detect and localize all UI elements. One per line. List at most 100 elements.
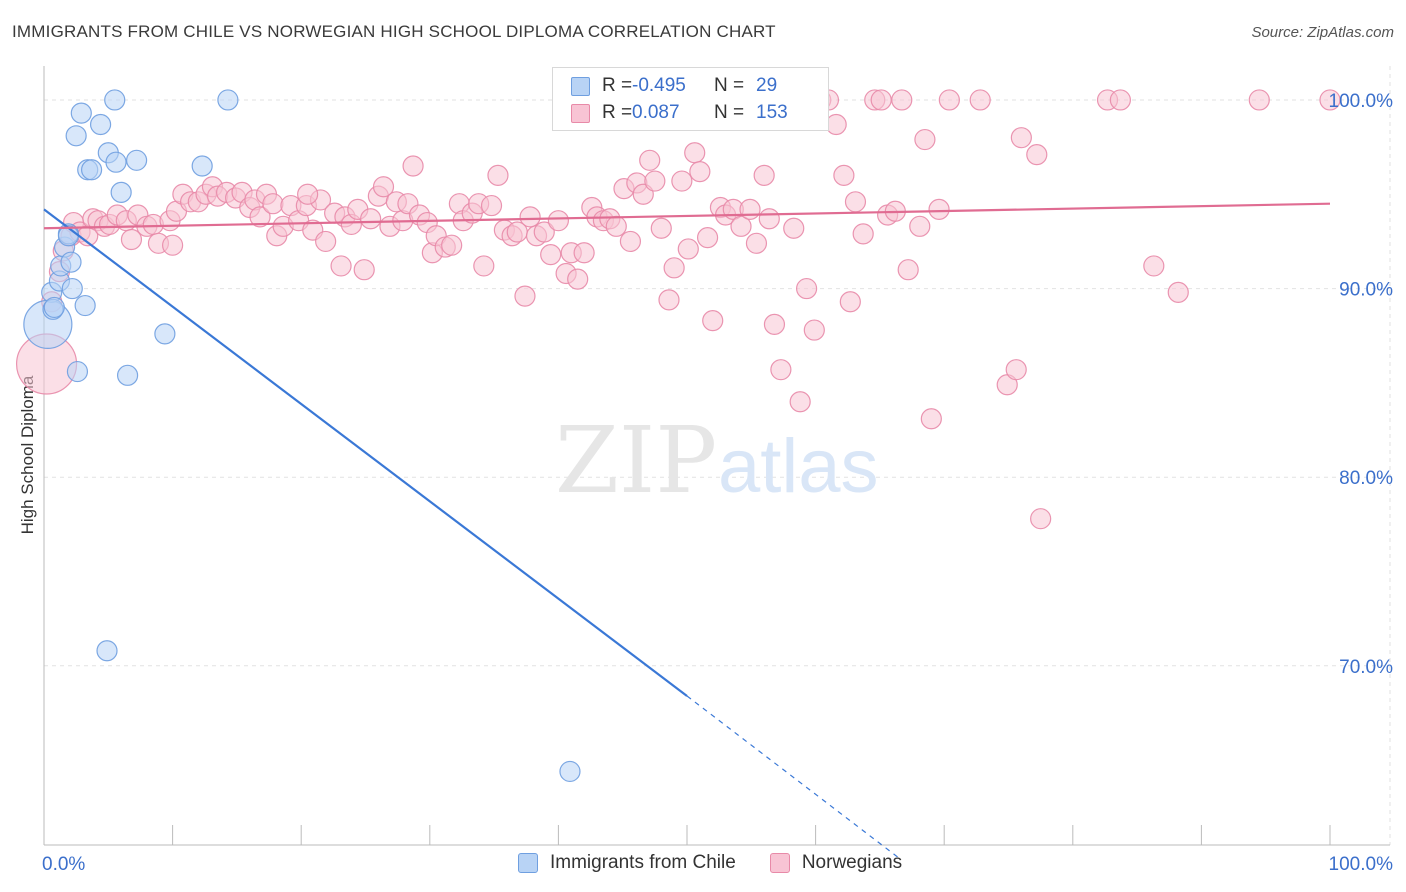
point-norwegians — [1030, 508, 1052, 530]
point-chile — [61, 277, 83, 300]
point-norwegians — [540, 244, 562, 266]
point-norwegians — [441, 234, 463, 256]
point-norwegians — [702, 310, 724, 332]
point-norwegians — [928, 198, 950, 220]
y-tick-label: 90.0% — [1339, 280, 1393, 301]
point-norwegians — [639, 149, 661, 171]
point-norwegians — [487, 164, 509, 186]
tick-labels: 100.0% 90.0% 80.0% 70.0% 0.0% 100.0% — [42, 91, 1393, 875]
point-chile — [43, 296, 65, 319]
point-norwegians — [519, 206, 541, 228]
legend-row-chile: R = -0.495 N = 29 — [571, 74, 777, 98]
point-norwegians — [402, 155, 424, 177]
point-norwegians — [353, 259, 375, 281]
legend-n-label: N = — [714, 75, 745, 96]
legend-n-value: 153 — [756, 102, 788, 123]
point-chile — [154, 323, 176, 345]
point-norwegians — [658, 289, 680, 311]
point-norwegians — [573, 242, 595, 264]
legend-r-value: 0.087 — [632, 102, 680, 123]
point-norwegians — [644, 170, 666, 192]
point-norwegians — [297, 183, 319, 205]
point-norwegians — [262, 193, 284, 215]
trend-line-chile-extension — [686, 695, 900, 859]
point-norwegians — [833, 164, 855, 186]
legend-item-norwegians: Norwegians — [769, 852, 903, 874]
y-tick-label: 70.0% — [1339, 657, 1393, 678]
legend-item-chile: Immigrants from Chile — [518, 852, 736, 874]
point-norwegians — [1167, 281, 1189, 303]
legend-swatch-norwegians — [769, 853, 790, 873]
legend-r-value: -0.495 — [632, 75, 686, 96]
point-norwegians — [1026, 144, 1048, 166]
point-norwegians — [730, 215, 752, 237]
point-norwegians — [663, 257, 685, 279]
legend-label-chile: Immigrants from Chile — [550, 852, 736, 873]
point-norwegians — [897, 259, 919, 281]
legend-swatch-norwegians — [571, 103, 590, 123]
point-chile — [96, 640, 118, 662]
point-norwegians — [689, 161, 711, 183]
point-norwegians — [650, 217, 672, 239]
point-norwegians — [514, 285, 536, 307]
point-norwegians — [684, 142, 706, 164]
point-chile — [125, 149, 148, 171]
point-norwegians — [745, 232, 768, 254]
data-points — [15, 89, 1341, 783]
point-norwegians — [891, 89, 913, 111]
trend-line-chile — [43, 208, 688, 697]
legend-r-label: R = — [602, 75, 633, 96]
point-norwegians — [914, 128, 936, 151]
axes — [43, 66, 1390, 846]
point-norwegians — [920, 408, 942, 430]
point-norwegians — [770, 359, 792, 381]
point-chile — [66, 360, 89, 383]
point-chile — [65, 125, 87, 147]
point-norwegians — [533, 221, 555, 243]
point-norwegians — [249, 206, 271, 228]
legend-label-norwegians: Norwegians — [801, 852, 903, 873]
point-norwegians — [547, 210, 570, 232]
point-chile — [116, 364, 139, 386]
point-chile — [104, 89, 126, 111]
watermark-zip: ZIP — [555, 407, 717, 514]
legend-row-norwegians: R = 0.087 N = 153 — [571, 101, 788, 125]
point-norwegians — [839, 291, 861, 313]
legend-swatch-chile — [518, 853, 538, 873]
point-norwegians — [969, 89, 991, 111]
point-norwegians — [1143, 255, 1165, 277]
point-chile — [191, 155, 213, 177]
point-norwegians — [360, 208, 382, 230]
point-chile — [89, 113, 112, 136]
point-norwegians — [1319, 89, 1341, 111]
y-tick-label: 100.0% — [1329, 91, 1394, 112]
point-norwegians — [372, 176, 395, 198]
point-norwegians — [753, 164, 775, 186]
point-norwegians — [605, 215, 627, 237]
source-label: Source: ZipAtlas.com — [1251, 24, 1394, 41]
y-tick-label: 80.0% — [1339, 468, 1393, 489]
point-norwegians — [480, 194, 503, 217]
point-norwegians — [162, 234, 184, 256]
trend-lines — [43, 202, 1331, 859]
point-norwegians — [844, 191, 867, 213]
point-chile — [70, 102, 92, 124]
point-norwegians — [870, 89, 892, 111]
point-norwegians — [852, 223, 874, 245]
point-norwegians — [671, 170, 693, 192]
correlation-legend: R = -0.495 N = 29 R = 0.087 N = 153 — [552, 67, 829, 131]
point-norwegians — [763, 313, 786, 336]
x-tick-label: 100.0% — [1329, 854, 1394, 875]
point-chile — [559, 760, 581, 783]
point-norwegians — [120, 228, 143, 251]
point-norwegians — [696, 227, 719, 249]
point-norwegians — [758, 208, 780, 230]
point-norwegians — [789, 391, 811, 413]
point-chile — [217, 89, 239, 111]
point-norwegians — [825, 113, 847, 136]
point-chile — [60, 251, 82, 273]
point-norwegians — [803, 319, 825, 341]
point-norwegians — [315, 230, 337, 253]
legend-n-value: 29 — [756, 75, 778, 96]
